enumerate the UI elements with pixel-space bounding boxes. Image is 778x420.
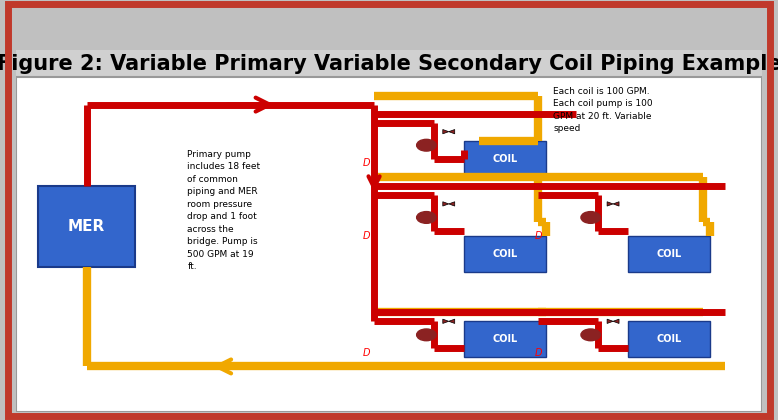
Polygon shape [449,319,454,323]
Circle shape [581,329,601,341]
Polygon shape [613,319,619,323]
Text: D: D [363,158,370,168]
Circle shape [581,212,601,223]
Circle shape [417,212,436,223]
Polygon shape [443,129,449,134]
Text: COIL: COIL [657,249,682,259]
Text: COIL: COIL [492,249,517,259]
Text: Primary pump
includes 18 feet
of common
piping and MER
room pressure
drop and 1 : Primary pump includes 18 feet of common … [187,150,261,271]
FancyBboxPatch shape [38,186,135,267]
Text: D: D [363,348,370,358]
Text: COIL: COIL [492,334,517,344]
FancyBboxPatch shape [464,141,546,177]
FancyBboxPatch shape [16,50,762,77]
Polygon shape [607,202,613,206]
Polygon shape [607,319,613,323]
Circle shape [417,329,436,341]
Text: D: D [534,348,542,358]
FancyBboxPatch shape [628,321,710,357]
Text: Figure 2: Variable Primary Variable Secondary Coil Piping Example: Figure 2: Variable Primary Variable Seco… [0,54,778,74]
Polygon shape [443,319,449,323]
FancyBboxPatch shape [628,236,710,272]
Text: MER: MER [68,219,105,234]
Polygon shape [449,129,454,134]
Text: COIL: COIL [657,334,682,344]
Text: Each coil is 100 GPM.
Each coil pump is 100
GPM at 20 ft. Variable
speed: Each coil is 100 GPM. Each coil pump is … [553,87,653,133]
Polygon shape [443,202,449,206]
FancyBboxPatch shape [16,77,762,412]
Polygon shape [449,202,454,206]
FancyBboxPatch shape [464,236,546,272]
Text: D: D [363,231,370,241]
Circle shape [417,139,436,151]
Text: D: D [534,231,542,241]
Text: COIL: COIL [492,154,517,164]
FancyBboxPatch shape [464,321,546,357]
Polygon shape [613,202,619,206]
